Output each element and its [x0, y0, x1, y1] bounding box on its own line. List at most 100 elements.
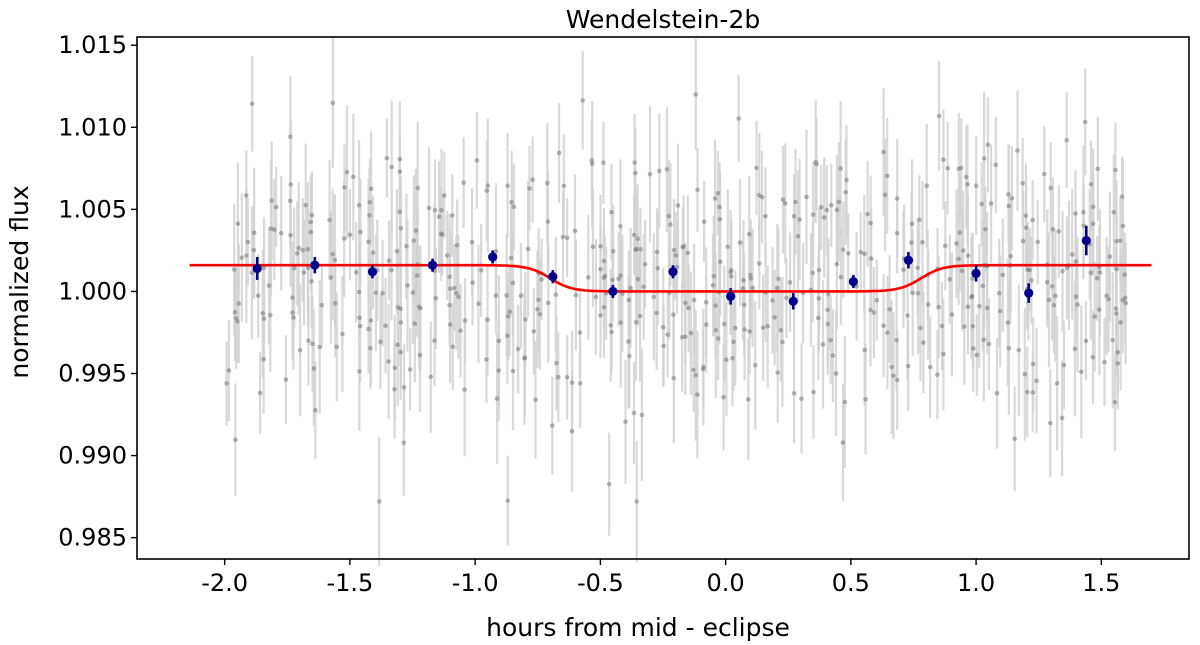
raw-data-point — [775, 370, 780, 375]
raw-data-point — [657, 168, 662, 174]
raw-data-point — [1042, 171, 1047, 177]
raw-data-point — [748, 272, 753, 278]
raw-data-point — [394, 249, 400, 254]
raw-data-point — [1029, 278, 1034, 283]
raw-data-point — [368, 186, 374, 191]
raw-data-point — [573, 292, 579, 298]
raw-data-point — [569, 380, 575, 385]
raw-data-point — [833, 371, 839, 376]
raw-data-point — [780, 197, 786, 202]
raw-data-point — [722, 321, 727, 327]
raw-data-point — [891, 373, 896, 379]
raw-data-point — [295, 251, 300, 256]
raw-data-point — [631, 232, 637, 238]
raw-data-point — [943, 243, 948, 248]
raw-data-point — [602, 273, 608, 279]
raw-data-point — [633, 319, 639, 325]
raw-data-point — [1081, 223, 1087, 229]
raw-data-point — [1048, 185, 1053, 191]
raw-data-point — [675, 203, 681, 208]
raw-data-point — [1122, 295, 1128, 301]
raw-data-point — [341, 236, 347, 241]
raw-data-point — [894, 338, 899, 343]
raw-data-point — [737, 240, 743, 245]
raw-data-point — [428, 374, 434, 380]
raw-data-point — [407, 367, 413, 372]
raw-data-point — [1016, 347, 1022, 353]
raw-data-point — [496, 368, 502, 373]
raw-data-point — [962, 324, 967, 329]
raw-data-point — [1110, 337, 1115, 343]
raw-data-point — [618, 273, 623, 278]
raw-data-point — [1075, 302, 1080, 307]
raw-data-point — [1059, 415, 1065, 421]
raw-data-point — [485, 183, 491, 188]
raw-data-point — [232, 309, 238, 315]
raw-data-point — [688, 330, 694, 336]
raw-data-point — [829, 202, 834, 208]
raw-data-point — [965, 304, 971, 310]
raw-data-point — [784, 295, 789, 301]
raw-data-point — [1111, 209, 1117, 215]
raw-data-point — [261, 357, 266, 362]
raw-data-point — [432, 207, 438, 213]
raw-data-point — [925, 302, 931, 307]
y-axis: 0.985 0.990 0.995 1.000 1.005 1.010 1.015 — [58, 31, 137, 552]
raw-data-point — [759, 194, 765, 200]
raw-data-point — [915, 290, 921, 296]
raw-data-point — [776, 276, 781, 282]
raw-data-point — [941, 351, 946, 357]
raw-data-point — [357, 323, 363, 329]
raw-data-point — [1049, 284, 1055, 289]
raw-data-point — [988, 201, 994, 206]
raw-data-point — [949, 312, 955, 317]
raw-data-point — [985, 142, 991, 148]
raw-data-point — [816, 267, 822, 273]
raw-data-point — [947, 277, 953, 282]
raw-data-point — [504, 293, 509, 298]
raw-data-point — [791, 214, 797, 219]
y-tick-label: 0.985 — [58, 524, 127, 552]
raw-data-point — [370, 250, 376, 255]
raw-data-point — [510, 368, 516, 374]
raw-data-point — [810, 270, 815, 276]
raw-data-point — [830, 353, 836, 358]
raw-data-point — [862, 251, 867, 257]
raw-data-point — [683, 300, 688, 306]
raw-data-point — [233, 437, 238, 443]
raw-data-point — [1113, 167, 1118, 173]
raw-data-point — [444, 253, 450, 258]
raw-data-point — [484, 188, 490, 193]
raw-data-point — [977, 303, 982, 309]
raw-data-point — [868, 307, 873, 313]
raw-data-point — [598, 266, 603, 272]
raw-data-point — [778, 328, 784, 333]
raw-data-point — [721, 394, 726, 400]
raw-data-point — [616, 276, 621, 282]
raw-data-point — [844, 177, 849, 183]
raw-data-point — [1015, 148, 1020, 153]
raw-data-point — [1053, 293, 1058, 299]
raw-data-point — [804, 194, 809, 200]
raw-data-point — [1050, 227, 1056, 232]
raw-data-point — [395, 342, 401, 348]
raw-data-point — [901, 267, 906, 273]
binned-data-point — [1024, 288, 1034, 298]
raw-data-point — [894, 196, 900, 201]
raw-data-point — [691, 367, 696, 373]
raw-data-point — [1006, 192, 1011, 197]
raw-data-point — [261, 316, 267, 322]
raw-data-point — [332, 257, 338, 263]
raw-data-point — [447, 303, 452, 308]
raw-data-point — [1060, 268, 1065, 274]
raw-data-point — [1082, 119, 1088, 125]
raw-data-point — [525, 246, 531, 252]
raw-data-point — [291, 315, 296, 320]
raw-data-point — [635, 236, 640, 241]
raw-data-point — [412, 321, 418, 326]
raw-data-point — [970, 324, 976, 329]
raw-data-point — [1030, 361, 1036, 367]
raw-data-point — [249, 101, 255, 106]
raw-data-point — [496, 338, 502, 344]
